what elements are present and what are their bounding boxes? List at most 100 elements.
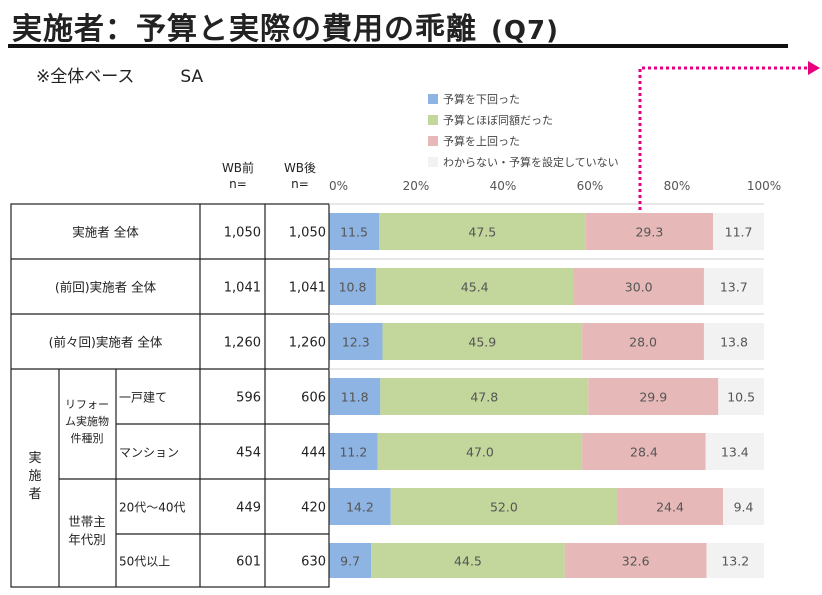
n-after: 444	[301, 446, 326, 461]
data-label: 52.0	[490, 500, 518, 515]
bar-segment	[375, 268, 574, 305]
base-note: ※全体ベース SA	[36, 67, 204, 87]
bar-segment	[329, 323, 383, 360]
bar-segment	[616, 488, 724, 525]
title-rule	[8, 44, 788, 48]
group-label-line: ム実施物	[65, 414, 109, 428]
x-tick-label: 20%	[403, 179, 430, 193]
data-label: 28.0	[629, 335, 657, 350]
x-tick-label: 60%	[577, 179, 604, 193]
bar-segment	[582, 323, 704, 360]
n-after: 1,050	[289, 226, 326, 241]
wb-after-header: WB後 n=	[283, 161, 317, 191]
table-border	[10, 203, 330, 588]
group-label-char: 者	[28, 487, 41, 502]
data-label: 45.4	[461, 280, 489, 295]
bar-segment	[382, 323, 583, 360]
bar-segment	[379, 213, 586, 250]
data-label: 29.9	[639, 390, 667, 405]
x-tick-label: 80%	[664, 179, 691, 193]
data-label: 11.5	[340, 225, 368, 240]
bar-segment	[588, 378, 719, 415]
data-label: 9.7	[340, 554, 360, 569]
n-after: 630	[301, 555, 326, 570]
row-label: 一戸建て	[119, 391, 167, 405]
data-label: 13.4	[721, 445, 749, 460]
data-label: 28.4	[630, 445, 658, 460]
bar-segment	[723, 488, 764, 525]
bar-segment	[390, 488, 617, 525]
legend-item-below: 予算を下回った	[428, 88, 619, 109]
row-label: 20代～40代	[119, 501, 186, 515]
bar-segment	[329, 433, 378, 470]
data-label: 44.5	[454, 554, 482, 569]
group-label-line: 世帯主	[68, 514, 106, 529]
legend-item-same: 予算とほぼ同額だった	[428, 109, 619, 130]
data-label: 10.8	[339, 280, 367, 295]
data-label: 11.2	[339, 445, 367, 460]
data-label: 29.3	[635, 225, 663, 240]
bar-segment	[371, 543, 565, 578]
row-label: (前回)実施者 全体	[55, 280, 157, 295]
n-before: 601	[236, 555, 261, 570]
legend-swatch-unknown	[428, 156, 438, 167]
n-before: 1,260	[224, 336, 261, 351]
group-label-char: 実	[28, 450, 41, 466]
row-label: 実施者 全体	[72, 225, 139, 240]
group-label-line: リフォー	[65, 398, 109, 411]
row-label: (前々回)実施者 全体	[49, 335, 163, 350]
bar-segment	[564, 543, 707, 578]
bar-segment	[718, 378, 764, 415]
data-label: 14.2	[346, 500, 374, 515]
bar-segment	[703, 323, 764, 360]
bar-segment	[377, 433, 583, 470]
bar-segment	[703, 268, 764, 305]
legend-swatch-same	[428, 114, 438, 125]
question-number: (Q7)	[491, 16, 559, 46]
bar-segment	[380, 378, 589, 415]
data-label: 32.6	[622, 554, 650, 569]
group-label-line: 件種別	[71, 431, 104, 445]
x-tick-label: 0%	[329, 179, 348, 193]
bar-segment	[705, 433, 764, 470]
bar-segment	[329, 378, 381, 415]
n-after: 1,260	[289, 336, 326, 351]
bar-segment	[573, 268, 704, 305]
n-before: 1,050	[224, 226, 261, 241]
data-label: 11.8	[341, 390, 369, 405]
callout-arrowhead	[808, 61, 820, 75]
legend-item-above: 予算を上回った	[428, 130, 619, 151]
data-label: 9.4	[734, 500, 754, 515]
x-tick-label: 40%	[490, 179, 517, 193]
x-tick-label: 100%	[747, 179, 781, 193]
callout-line	[638, 66, 808, 210]
data-label: 13.7	[720, 280, 748, 295]
legend-swatch-below	[428, 93, 438, 104]
n-before: 1,041	[224, 281, 261, 296]
bar-segment	[329, 213, 380, 250]
data-label: 24.4	[656, 500, 684, 515]
data-label: 47.8	[470, 390, 498, 405]
legend: 予算を下回った 予算とほぼ同額だった 予算を上回った わからない・予算を設定して…	[428, 88, 619, 172]
n-after: 420	[301, 501, 326, 516]
n-before: 449	[236, 501, 261, 516]
data-label: 13.2	[721, 554, 749, 569]
n-before: 596	[236, 391, 261, 406]
data-label: 10.5	[727, 390, 755, 405]
group-label-line: 年代別	[68, 532, 106, 547]
data-label: 47.5	[468, 225, 496, 240]
data-label: 45.9	[468, 335, 496, 350]
legend-item-unknown: わからない・予算を設定していない	[428, 151, 619, 172]
bar-segment	[329, 543, 372, 578]
bar-segment	[706, 543, 764, 578]
legend-swatch-above	[428, 135, 438, 146]
n-after: 606	[301, 391, 326, 406]
data-label: 12.3	[342, 335, 370, 350]
bar-segment	[329, 268, 376, 305]
data-label: 30.0	[625, 280, 653, 295]
row-label: マンション	[119, 446, 179, 460]
n-before: 454	[236, 446, 261, 461]
group-label-char: 施	[28, 469, 41, 484]
sa-label: SA	[180, 67, 204, 87]
